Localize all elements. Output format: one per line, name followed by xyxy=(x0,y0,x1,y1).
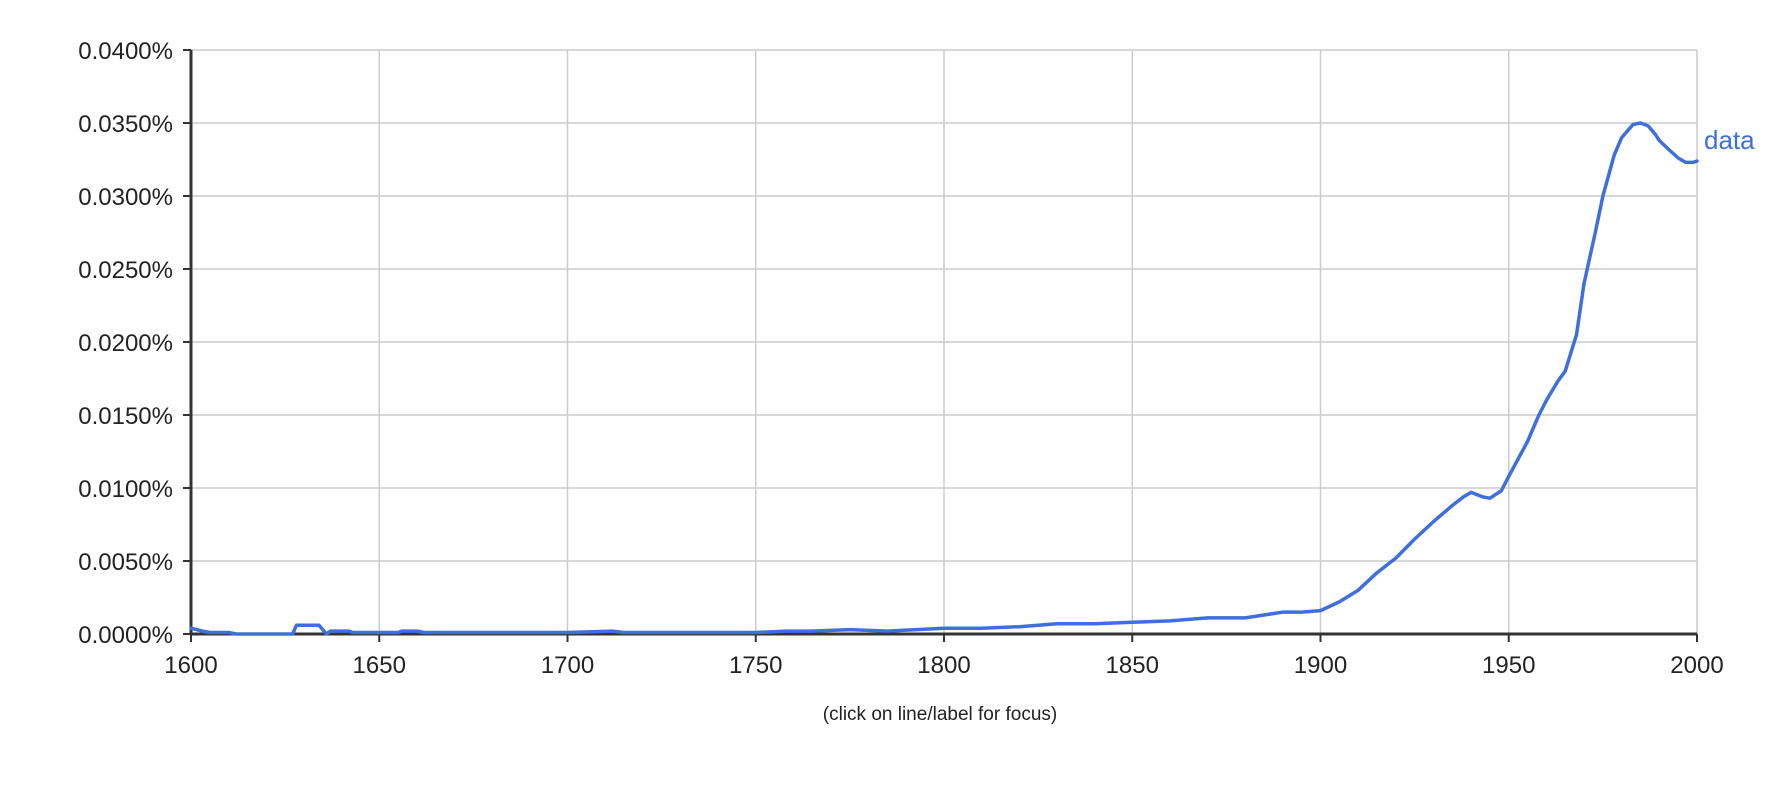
x-tick-label: 1700 xyxy=(541,652,594,679)
x-tick-label: 1650 xyxy=(353,652,406,679)
y-tick-label: 0.0050% xyxy=(78,549,173,576)
y-tick-label: 0.0250% xyxy=(78,257,173,284)
series-layer[interactable]: data xyxy=(189,121,1755,636)
series-label-data[interactable]: data xyxy=(1704,125,1755,155)
tick-labels: 1600 1650 1700 1750 1800 1850 1900 1950 2000 0.00… xyxy=(78,38,1723,679)
x-tick-label: 1950 xyxy=(1482,652,1535,679)
y-tick-label: 0.0400% xyxy=(78,38,173,65)
grid-lines xyxy=(191,49,1698,634)
series-line-data[interactable] xyxy=(189,121,1699,636)
y-tick-label: 0.0200% xyxy=(78,330,173,357)
x-tick-label: 1800 xyxy=(917,652,970,679)
y-tick-label: 0.0350% xyxy=(78,111,173,138)
focus-hint: (click on line/label for focus) xyxy=(822,704,1058,725)
x-tick-label: 1900 xyxy=(1294,652,1347,679)
x-tick-label: 1850 xyxy=(1106,652,1159,679)
x-tick-label: 1600 xyxy=(164,652,217,679)
y-tick-label: 0.0000% xyxy=(78,622,173,649)
x-tick-label: 1750 xyxy=(729,652,782,679)
y-tick-label: 0.0100% xyxy=(78,476,173,503)
y-tick-label: 0.0300% xyxy=(78,184,173,211)
x-tick-label: 2000 xyxy=(1670,652,1723,679)
y-tick-label: 0.0150% xyxy=(78,403,173,430)
axes xyxy=(183,49,1698,642)
